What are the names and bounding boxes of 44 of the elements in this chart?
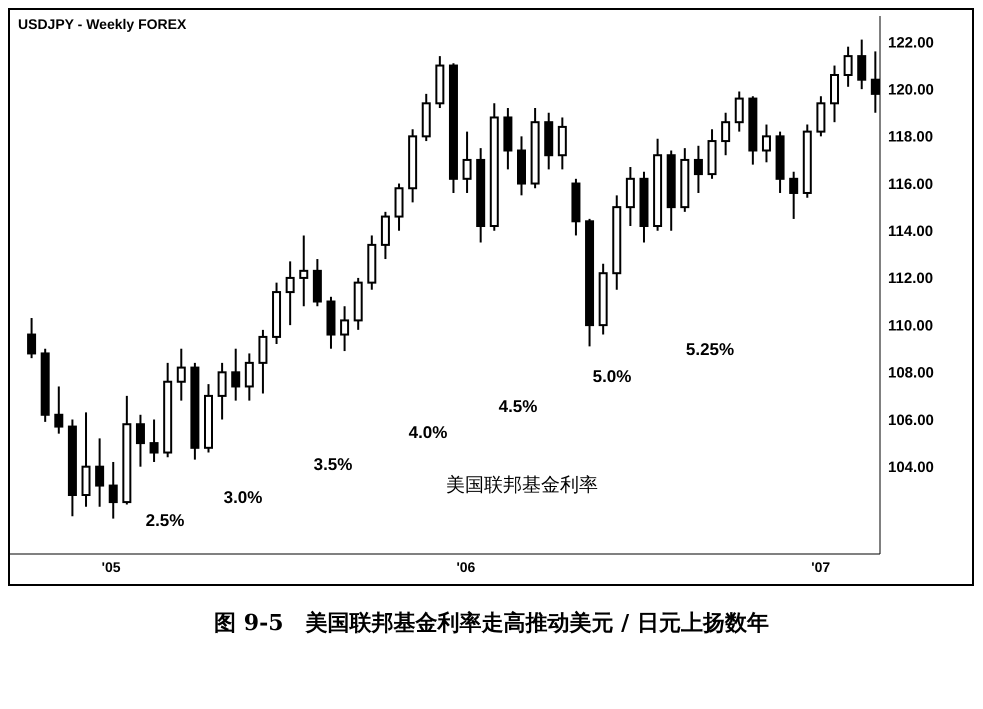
candlestick (244, 352, 254, 402)
candlestick (299, 234, 308, 308)
annotation: 3.5% (314, 455, 352, 475)
annotation: 4.0% (408, 423, 448, 443)
y-tick-label: 120.00 (888, 81, 934, 98)
annotation: 3.0% (224, 488, 262, 508)
candlestick (218, 362, 227, 420)
candlestick (844, 46, 853, 88)
annotation: 4.5% (498, 397, 538, 417)
candlestick (762, 124, 771, 164)
candlestick (54, 385, 64, 435)
candlestick (462, 130, 472, 194)
candlestick (27, 317, 36, 360)
annotation: 5.0% (592, 367, 632, 387)
y-tick-label: 104.00 (888, 459, 934, 476)
annotation: 美国联邦基金利率 (446, 473, 598, 498)
candlestick (721, 112, 730, 156)
chart-title: USDJPY - Weekly FOREX (18, 16, 186, 32)
candlestick (857, 38, 866, 90)
candlestick (95, 437, 104, 508)
candlestick (150, 418, 159, 463)
annotation: 2.5% (146, 511, 184, 531)
candlestick (176, 348, 186, 402)
y-tick-label: 122.00 (888, 34, 934, 52)
y-tick-label: 106.00 (888, 412, 934, 429)
x-tick-label: '05 (102, 558, 121, 575)
y-tick-label: 116.00 (888, 176, 934, 193)
candlestick (231, 348, 240, 402)
candlestick (789, 170, 798, 220)
candlestick (694, 144, 703, 194)
candlestick (340, 305, 350, 352)
candlestick (108, 460, 118, 520)
y-tick-label: 114.00 (888, 223, 934, 240)
x-tick-label: '06 (456, 558, 476, 575)
text: 图 9-5 美国联邦基金利率走高推动美元 / 日元上扬数年 (213, 609, 770, 638)
y-tick-label: 118.00 (888, 128, 934, 146)
annotation: 5.25% (686, 340, 734, 360)
candlestick (734, 90, 744, 133)
y-tick-label: 108.00 (888, 364, 934, 382)
x-tick-label: '07 (811, 558, 830, 575)
candlestick (136, 414, 145, 468)
y-tick-label: 110.00 (888, 317, 934, 334)
candlestick (286, 260, 295, 326)
y-tick-label: 112.00 (888, 270, 934, 288)
